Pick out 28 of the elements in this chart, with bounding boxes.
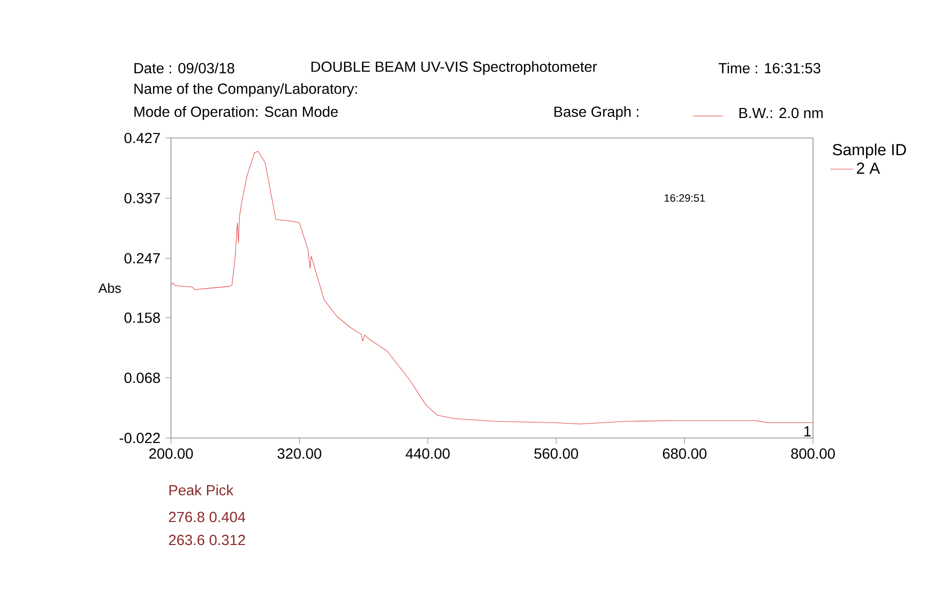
y-tick-label: 0.337 <box>124 192 160 204</box>
y-tick-label: 0.247 <box>124 253 160 264</box>
x-tick-label: 440.00 <box>406 448 450 459</box>
x-tick-label: 200.00 <box>149 448 193 459</box>
legend-label: 2 A <box>856 162 880 174</box>
annotation: 1 <box>804 426 811 436</box>
line-series <box>170 151 814 424</box>
text: DOUBLE BEAM UV-VIS Spectrophotometer <box>311 61 597 75</box>
x-tick-label: 680.00 <box>662 448 706 459</box>
text: Name of the Company/Laboratory: <box>134 83 357 97</box>
legend-title: Sample ID <box>832 144 906 159</box>
annotation: 16:29:51 <box>664 194 705 202</box>
x-tick-label: 560.00 <box>534 448 578 459</box>
text: 276.8 0.404 <box>169 512 246 522</box>
y-tick-label: 0.427 <box>124 132 160 144</box>
text: 263.6 0.312 <box>169 534 245 546</box>
y-tick-label: 0.068 <box>124 372 160 384</box>
text: Mode of Operation: Scan Mode <box>134 106 338 120</box>
text: B.W.: 2.0 nm <box>739 108 823 118</box>
text: Time : 16:31:53 <box>718 62 820 74</box>
y-tick-label: 0.158 <box>124 312 160 323</box>
x-tick-label: 320.00 <box>278 448 322 459</box>
text: Base Graph : <box>554 106 638 120</box>
text: Date : 09/03/18 <box>134 62 234 74</box>
x-tick-label: 800.00 <box>791 448 835 459</box>
y-axis-title: Abs <box>98 283 121 293</box>
text: Peak Pick <box>169 484 234 496</box>
y-tick-label: -0.022 <box>120 432 160 444</box>
